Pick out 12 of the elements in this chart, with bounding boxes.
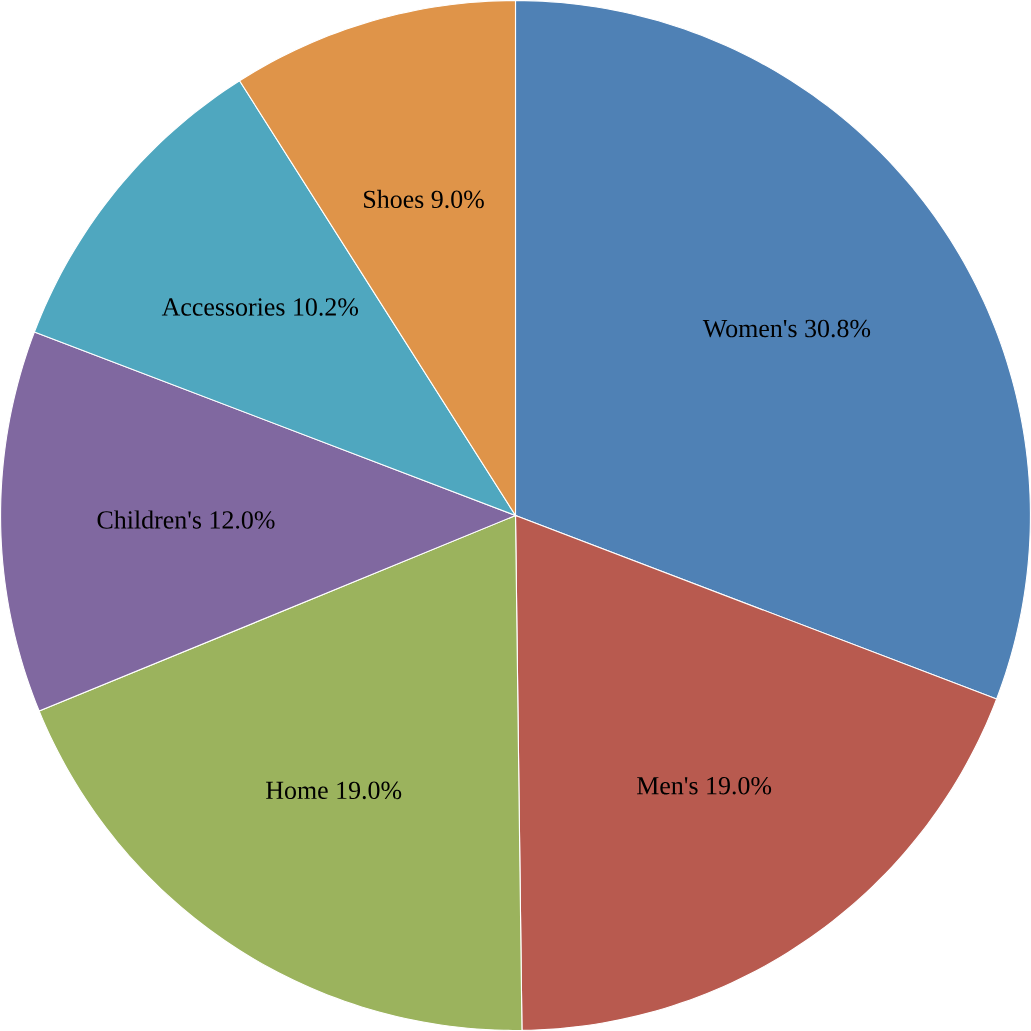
slice-label: Shoes <box>364 189 424 209</box>
slice-label: Accessories <box>161 298 285 316</box>
slice-label: Women's <box>702 319 797 338</box>
data-label: 9.0% <box>431 190 484 209</box>
data-label: 10.2% <box>294 298 359 316</box>
data-label: 19.0% <box>707 776 772 795</box>
slice-label: Men's <box>637 777 698 795</box>
slice-label: Children's <box>97 510 202 529</box>
data-label: 19.0% <box>337 781 402 800</box>
slice-label: Home <box>266 781 328 800</box>
data-label: 30.8% <box>805 319 871 338</box>
data-label: 12.0% <box>210 511 275 529</box>
